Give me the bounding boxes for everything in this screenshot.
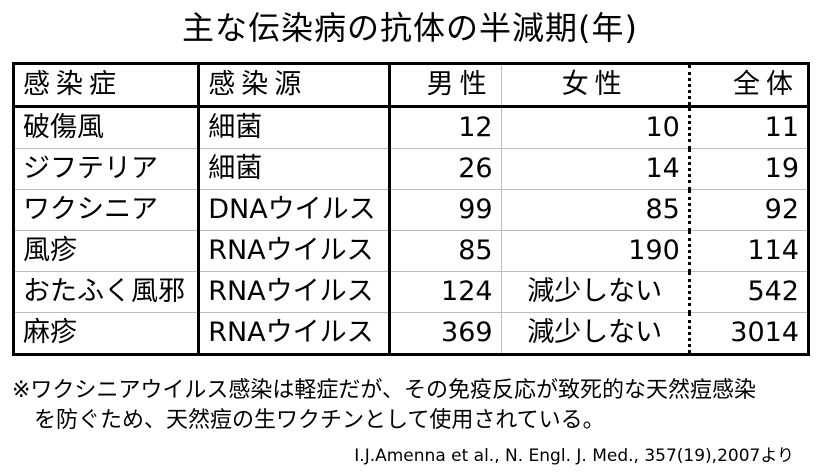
- table-row: 破傷風 細菌 12 10 11: [13, 106, 809, 149]
- cell-male: 26: [389, 148, 502, 190]
- table-row: ワクシニア DNAウイルス 99 85 92: [13, 189, 809, 231]
- cell-disease: 風疹: [13, 230, 201, 272]
- cell-disease: おたふく風邪: [13, 271, 201, 313]
- header-overall: 全体: [689, 63, 809, 108]
- cell-overall: 3014: [730, 317, 799, 348]
- cell-female: 190: [501, 230, 691, 272]
- cell-male: 124: [389, 271, 502, 313]
- table-row: 風疹 RNAウイルス 85 190 114: [13, 230, 809, 272]
- cell-source: RNAウイルス: [198, 230, 392, 272]
- cell-source: DNAウイルス: [198, 189, 392, 231]
- cell-overall: 19: [689, 148, 809, 190]
- cell-female: 減少しない: [501, 271, 691, 313]
- page-title: 主な伝染病の抗体の半減期(年): [182, 9, 638, 47]
- cell-female: 85: [501, 189, 691, 231]
- footnote-line-1: ※ワクシニアウイルス感染は軽症だが、その免疫反応が致死的な天然痘感染: [12, 378, 756, 403]
- half-life-table: 感染症 感染源 男性 女性 全体 破傷風 細菌 12 10 11 ジフテリア 細…: [12, 62, 810, 356]
- header-source: 感染源: [198, 63, 392, 108]
- cell-female: 14: [501, 148, 691, 190]
- table-row: 麻疹 RNAウイルス 369 減少しない 3014: [13, 312, 809, 355]
- cell-overall: 114: [689, 230, 809, 272]
- cell-female: 10: [501, 106, 691, 149]
- header-disease: 感染症: [13, 63, 201, 108]
- footnote-line-2: を防ぐため、天然痘の生ワクチンとして使用されている。: [34, 408, 605, 433]
- cell-disease: ジフテリア: [13, 148, 201, 190]
- cell-disease: 破傷風: [13, 106, 201, 149]
- header-female: 女性: [501, 63, 691, 108]
- cell-overall: 92: [689, 189, 809, 231]
- cell-source: RNAウイルス: [198, 312, 392, 355]
- table-header-row: 感染症 感染源 男性 女性 全体: [13, 63, 809, 108]
- cell-disease: ワクシニア: [13, 189, 201, 231]
- cell-overall: 11: [689, 106, 809, 149]
- table-row: ジフテリア 細菌 26 14 19: [13, 148, 809, 190]
- cell-male: 85: [389, 230, 502, 272]
- source-citation: I.J.Amenna et al., N. Engl. J. Med., 357…: [354, 446, 794, 466]
- header-male: 男性: [389, 63, 502, 108]
- cell-source: RNAウイルス: [198, 271, 392, 313]
- cell-source: 細菌: [198, 148, 392, 190]
- footnote: ※ワクシニアウイルス感染は軽症だが、その免疫反応が致死的な天然痘感染 を防ぐため…: [12, 376, 818, 436]
- cell-female: 減少しない: [501, 312, 691, 355]
- cell-male: 99: [389, 189, 502, 231]
- cell-male: 12: [389, 106, 502, 149]
- cell-overall: 542: [689, 271, 809, 313]
- cell-male: 369: [389, 312, 502, 355]
- cell-source: 細菌: [198, 106, 392, 149]
- table-row: おたふく風邪 RNAウイルス 124 減少しない 542: [13, 271, 809, 313]
- cell-disease: 麻疹: [13, 312, 201, 355]
